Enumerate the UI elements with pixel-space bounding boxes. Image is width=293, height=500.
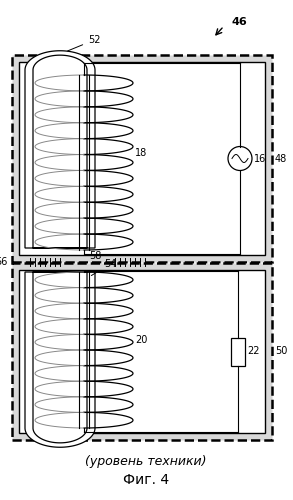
- Text: 56: 56: [0, 257, 8, 267]
- Text: (уровень техники): (уровень техники): [85, 456, 207, 468]
- Text: 54: 54: [91, 259, 116, 276]
- Polygon shape: [19, 62, 265, 255]
- Bar: [231, 338, 245, 365]
- Polygon shape: [25, 51, 95, 248]
- Polygon shape: [12, 55, 272, 262]
- Text: 50: 50: [275, 346, 287, 356]
- Text: 52: 52: [68, 35, 100, 51]
- Polygon shape: [19, 270, 265, 433]
- Text: Фиг. 4: Фиг. 4: [123, 473, 169, 487]
- Polygon shape: [12, 263, 272, 440]
- Text: 20: 20: [135, 335, 147, 345]
- Text: 16: 16: [254, 154, 266, 164]
- Text: 22: 22: [247, 346, 260, 356]
- Text: 58: 58: [89, 251, 101, 261]
- Polygon shape: [25, 272, 95, 447]
- Text: 48: 48: [275, 154, 287, 164]
- Text: 46: 46: [232, 17, 248, 27]
- Text: 18: 18: [135, 148, 147, 158]
